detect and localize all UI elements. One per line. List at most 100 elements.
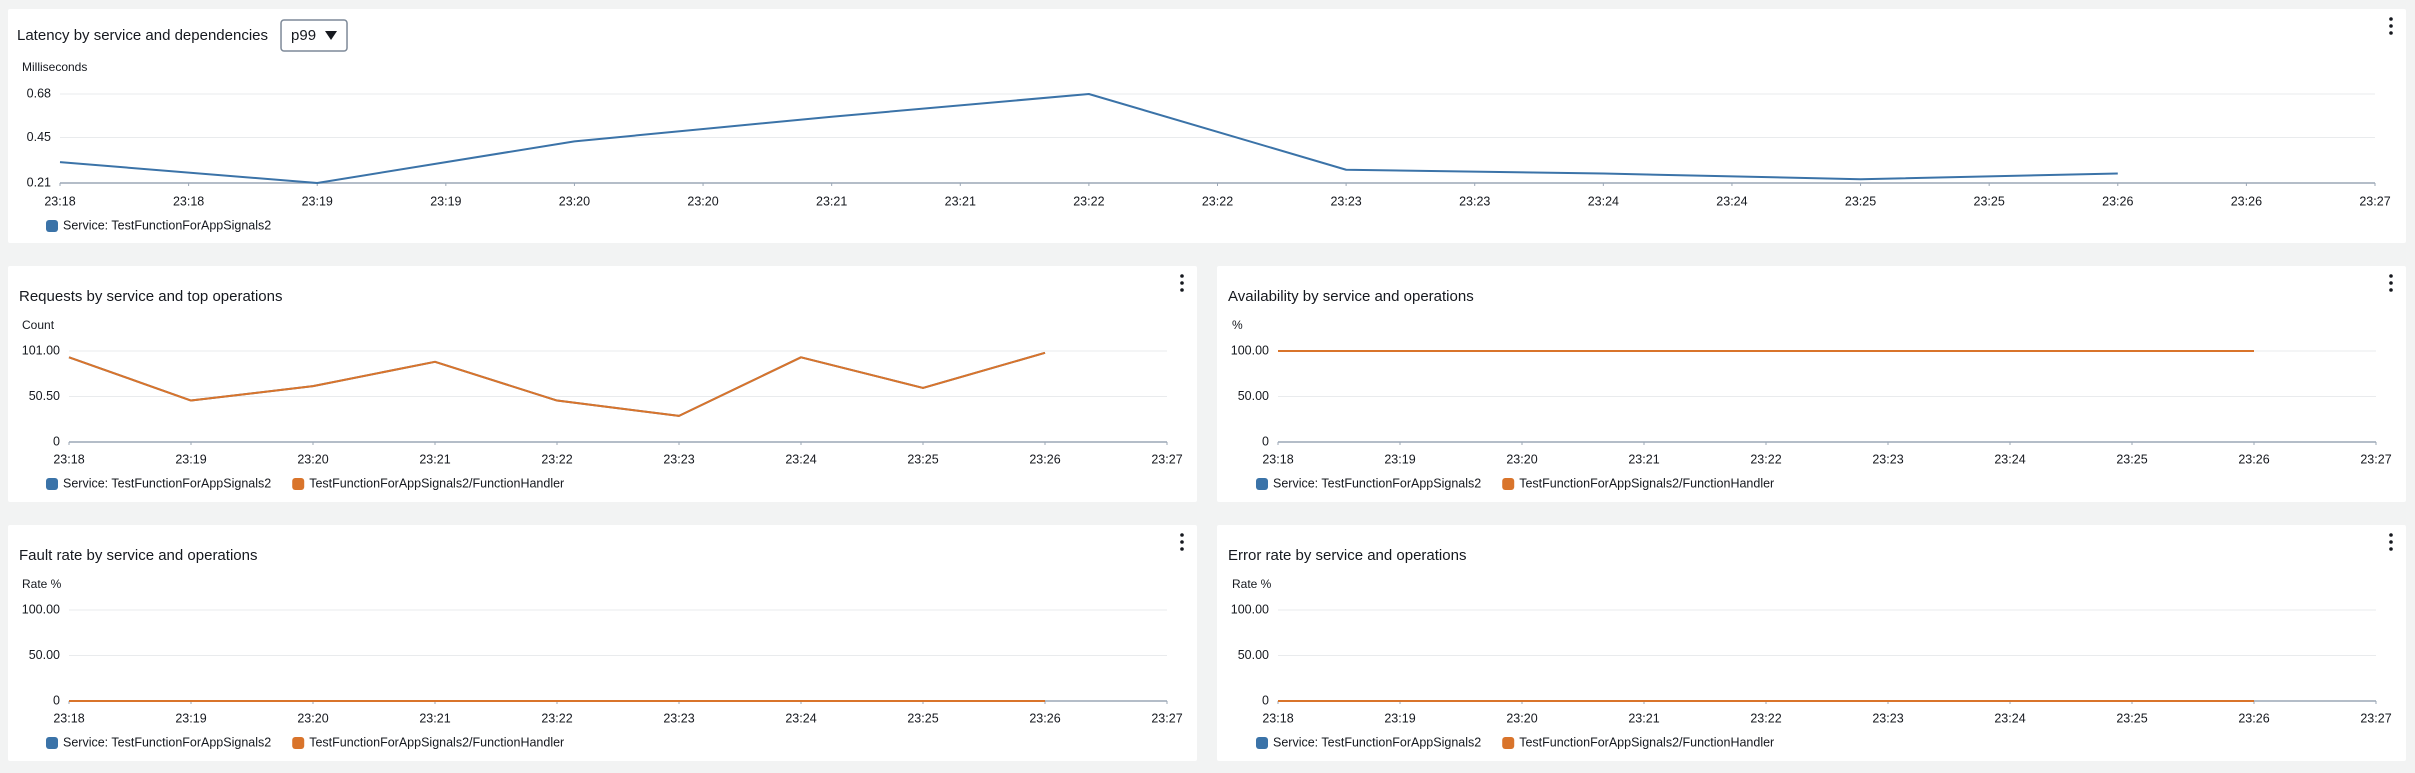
x-tick-label: 23:27 bbox=[2359, 194, 2390, 208]
x-tick-label: 23:25 bbox=[2116, 452, 2147, 466]
x-tick-label: 23:18 bbox=[1262, 452, 1293, 466]
series-line bbox=[68, 351, 1046, 417]
y-tick-label: 0.21 bbox=[27, 175, 51, 189]
legend-swatch[interactable] bbox=[1502, 737, 1515, 749]
menu-dot[interactable] bbox=[2389, 533, 2393, 537]
legend-label[interactable]: TestFunctionForAppSignals2/FunctionHandl… bbox=[1519, 476, 1774, 490]
x-tick-label: 23:18 bbox=[173, 194, 204, 208]
y-tick-label: 50.00 bbox=[29, 648, 60, 662]
widget-panel bbox=[8, 9, 2406, 243]
legend-swatch[interactable] bbox=[1256, 737, 1268, 749]
y-axis-label: Count bbox=[22, 318, 55, 332]
menu-dot[interactable] bbox=[1180, 533, 1184, 537]
y-tick-label: 50.00 bbox=[1238, 648, 1269, 662]
menu-dot[interactable] bbox=[2389, 24, 2393, 28]
menu-dot[interactable] bbox=[1180, 540, 1184, 544]
widget-panel bbox=[1217, 266, 2406, 502]
dropdown-arrow[interactable] bbox=[325, 31, 338, 40]
menu-dot[interactable] bbox=[2389, 274, 2393, 278]
x-tick-label: 23:24 bbox=[1994, 711, 2025, 725]
legend-swatch[interactable] bbox=[292, 478, 305, 490]
widget-title: Requests by service and top operations bbox=[19, 288, 283, 305]
x-tick-label: 23:27 bbox=[1151, 452, 1182, 466]
x-tick-label: 23:20 bbox=[1506, 452, 1537, 466]
widget-panel bbox=[8, 266, 1197, 502]
legend-swatch[interactable] bbox=[46, 478, 58, 490]
y-tick-label: 0 bbox=[53, 693, 60, 707]
x-tick-label: 23:20 bbox=[1506, 711, 1537, 725]
y-tick-label: 101.00 bbox=[22, 343, 60, 357]
x-tick-label: 23:24 bbox=[785, 452, 816, 466]
x-tick-label: 23:27 bbox=[2360, 452, 2391, 466]
x-tick-label: 23:21 bbox=[816, 194, 847, 208]
x-tick-label: 23:27 bbox=[2360, 711, 2391, 725]
x-tick-label: 23:26 bbox=[2102, 194, 2133, 208]
x-tick-label: 23:25 bbox=[907, 452, 938, 466]
legend-label[interactable]: Service: TestFunctionForAppSignals2 bbox=[63, 218, 271, 232]
x-tick-label: 23:24 bbox=[785, 711, 816, 725]
series-line bbox=[59, 93, 2118, 184]
widget-title: Fault rate by service and operations bbox=[19, 547, 257, 564]
x-tick-label: 23:20 bbox=[297, 711, 328, 725]
y-axis-label: Rate % bbox=[1232, 577, 1272, 591]
menu-dot[interactable] bbox=[2389, 288, 2393, 292]
x-tick-label: 23:27 bbox=[1151, 711, 1182, 725]
x-tick-label: 23:23 bbox=[1872, 452, 1903, 466]
y-tick-label: 0.68 bbox=[27, 86, 51, 100]
legend-label[interactable]: Service: TestFunctionForAppSignals2 bbox=[1273, 735, 1481, 749]
menu-dot[interactable] bbox=[2389, 540, 2393, 544]
x-tick-label: 23:19 bbox=[430, 194, 461, 208]
y-tick-label: 0 bbox=[53, 434, 60, 448]
y-tick-label: 0 bbox=[1262, 693, 1269, 707]
y-axis-label: Rate % bbox=[22, 577, 62, 591]
legend-label[interactable]: TestFunctionForAppSignals2/FunctionHandl… bbox=[309, 476, 564, 490]
x-tick-label: 23:25 bbox=[907, 711, 938, 725]
x-tick-label: 23:22 bbox=[1073, 194, 1104, 208]
x-tick-label: 23:19 bbox=[175, 452, 206, 466]
x-tick-label: 23:22 bbox=[541, 452, 572, 466]
menu-dot[interactable] bbox=[2389, 281, 2393, 285]
x-tick-label: 23:25 bbox=[2116, 711, 2147, 725]
widget-title: Error rate by service and operations bbox=[1228, 547, 1466, 564]
x-tick-label: 23:21 bbox=[1628, 452, 1659, 466]
legend-swatch[interactable] bbox=[46, 737, 58, 749]
x-tick-label: 23:24 bbox=[1716, 194, 1747, 208]
menu-dot[interactable] bbox=[2389, 17, 2393, 21]
legend-label[interactable]: TestFunctionForAppSignals2/FunctionHandl… bbox=[309, 735, 564, 749]
menu-dot[interactable] bbox=[1180, 547, 1184, 551]
legend-label[interactable]: TestFunctionForAppSignals2/FunctionHandl… bbox=[1519, 735, 1774, 749]
y-axis-label: % bbox=[1232, 318, 1243, 332]
dropdown-label[interactable]: p99 bbox=[291, 27, 316, 44]
x-tick-label: 23:23 bbox=[663, 711, 694, 725]
dropdown[interactable] bbox=[280, 19, 348, 52]
legend-swatch[interactable] bbox=[292, 737, 305, 749]
x-tick-label: 23:23 bbox=[1330, 194, 1361, 208]
legend-swatch[interactable] bbox=[1256, 478, 1268, 490]
menu-dot[interactable] bbox=[1180, 274, 1184, 278]
legend-swatch[interactable] bbox=[1502, 478, 1515, 490]
y-tick-label: 100.00 bbox=[1231, 343, 1269, 357]
y-tick-label: 0.45 bbox=[27, 130, 51, 144]
legend-swatch[interactable] bbox=[46, 220, 58, 232]
x-tick-label: 23:19 bbox=[175, 711, 206, 725]
x-tick-label: 23:18 bbox=[1262, 711, 1293, 725]
x-tick-label: 23:18 bbox=[53, 452, 84, 466]
x-tick-label: 23:22 bbox=[1750, 711, 1781, 725]
menu-dot[interactable] bbox=[2389, 31, 2393, 35]
legend-label[interactable]: Service: TestFunctionForAppSignals2 bbox=[1273, 476, 1481, 490]
x-tick-label: 23:20 bbox=[297, 452, 328, 466]
x-tick-label: 23:26 bbox=[1029, 711, 1060, 725]
y-tick-label: 50.00 bbox=[1238, 389, 1269, 403]
legend-label[interactable]: Service: TestFunctionForAppSignals2 bbox=[63, 735, 271, 749]
x-tick-label: 23:20 bbox=[559, 194, 590, 208]
x-tick-label: 23:22 bbox=[1750, 452, 1781, 466]
x-tick-label: 23:24 bbox=[1588, 194, 1619, 208]
legend-label[interactable]: Service: TestFunctionForAppSignals2 bbox=[63, 476, 271, 490]
x-tick-label: 23:23 bbox=[1872, 711, 1903, 725]
x-tick-label: 23:21 bbox=[1628, 711, 1659, 725]
menu-dot[interactable] bbox=[1180, 281, 1184, 285]
menu-dot[interactable] bbox=[2389, 547, 2393, 551]
y-tick-label: 0 bbox=[1262, 434, 1269, 448]
x-tick-label: 23:21 bbox=[945, 194, 976, 208]
menu-dot[interactable] bbox=[1180, 288, 1184, 292]
